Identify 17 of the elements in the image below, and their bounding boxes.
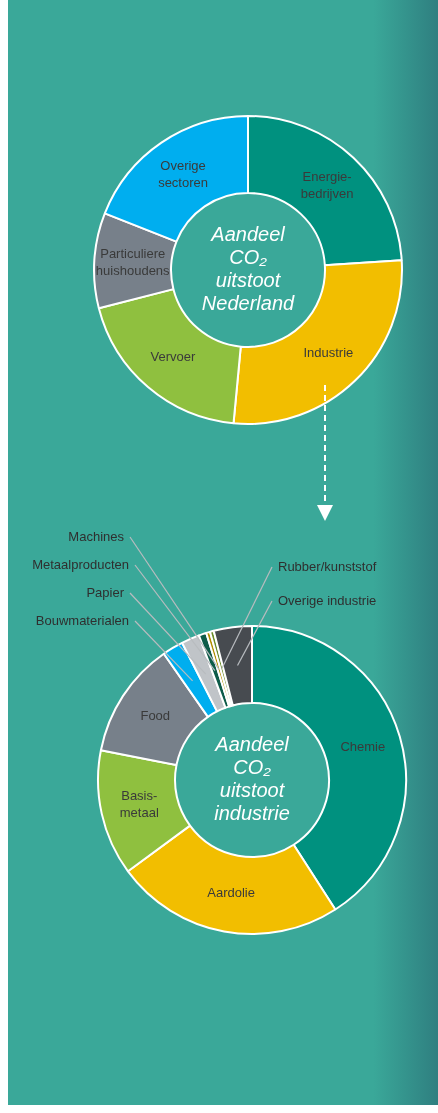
slice-label: Aardolie <box>207 885 255 901</box>
text: Aandeel CO₂ uitstoot Nederland <box>201 223 296 315</box>
slice-label: Overige sectoren <box>158 157 209 190</box>
slice-label: Overige industrie <box>278 592 377 608</box>
slice-label: Machines <box>68 528 125 544</box>
slice-label: Basis-metaal <box>119 788 159 821</box>
slice-label: Energie-bedrijven <box>300 168 354 201</box>
text: Aandeel CO₂ uitstoot industrie <box>214 733 290 825</box>
slice-label: Rubber/kunststof <box>278 558 377 574</box>
slice-label: Metaalproducten <box>32 556 129 572</box>
slice-label: Bouwmaterialen <box>35 612 129 628</box>
slice-label: Chemie <box>340 739 386 755</box>
slice-label: Industrie <box>303 344 354 360</box>
slice-label: Food <box>140 708 171 724</box>
slice-label: Vervoer <box>150 349 197 365</box>
slice-label: Particuliere huishoudens <box>95 245 171 278</box>
slice-label: Papier <box>86 584 125 600</box>
